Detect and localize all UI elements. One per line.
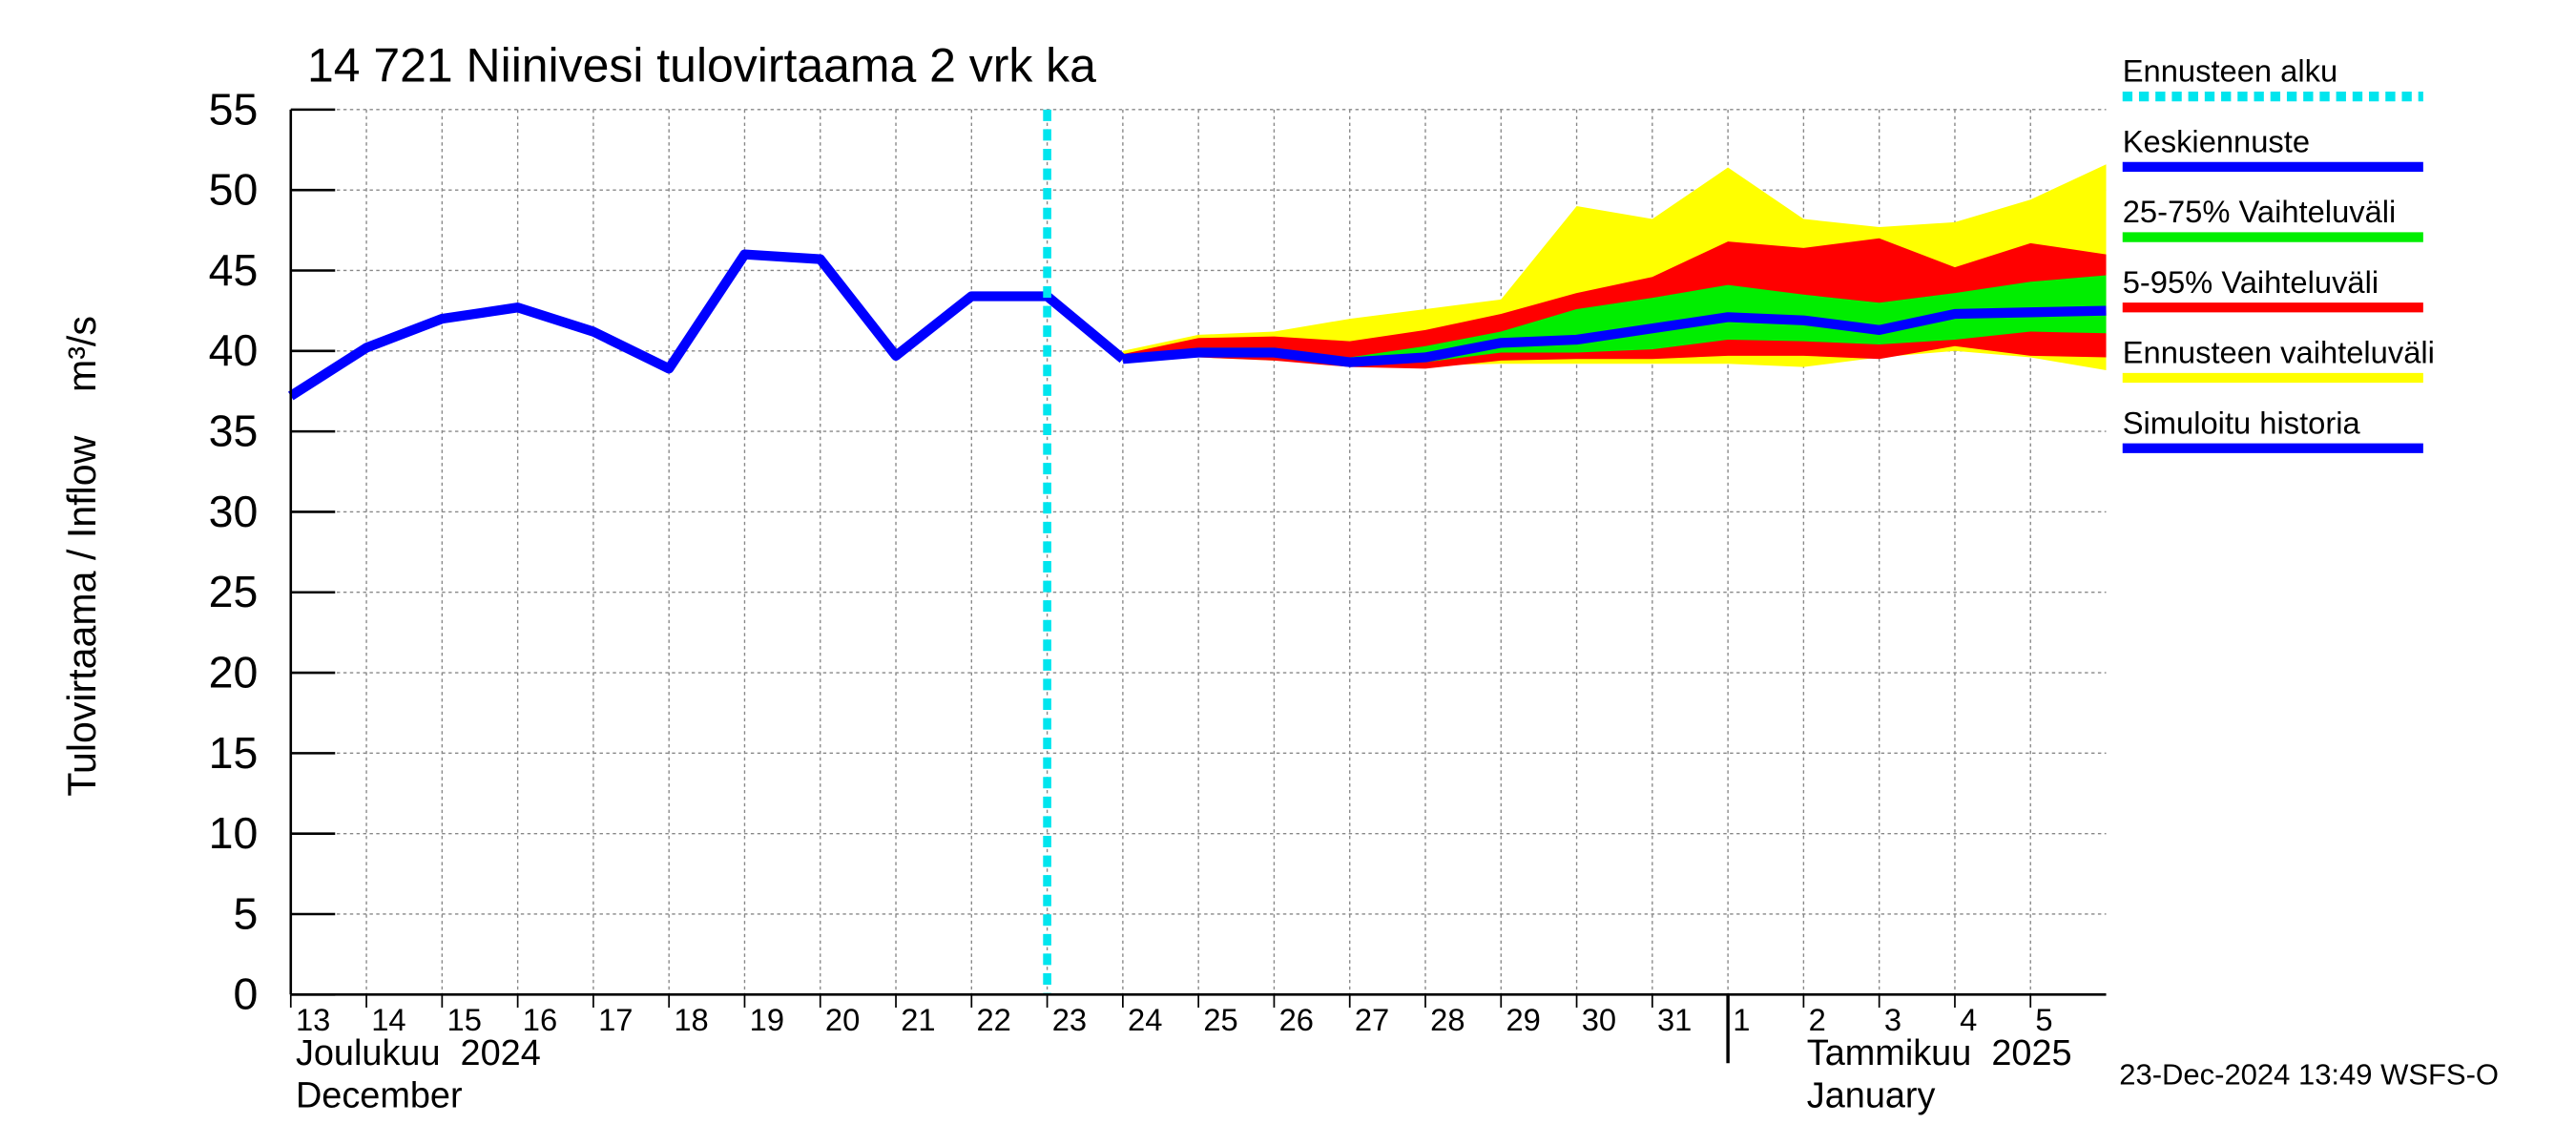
series-line xyxy=(287,249,1127,401)
y-tick-label: 15 xyxy=(209,728,259,778)
month-label: December xyxy=(296,1076,463,1116)
y-tick-label: 50 xyxy=(209,165,259,215)
legend-label: Simuloitu historia xyxy=(2123,405,2361,440)
x-tick-label: 29 xyxy=(1506,1002,1540,1037)
x-tick-label: 30 xyxy=(1582,1002,1616,1037)
y-tick-label: 5 xyxy=(233,888,258,938)
y-axis-label: Tulovirtaama / Inflow m³/s xyxy=(60,316,104,797)
x-tick-label: 3 xyxy=(1884,1002,1901,1037)
x-tick-label: 5 xyxy=(2035,1002,2052,1037)
legend-label: 25-75% Vaihteluväli xyxy=(2123,194,2397,229)
x-tick-label: 27 xyxy=(1355,1002,1389,1037)
y-tick-label: 10 xyxy=(209,808,259,858)
chart-title: 14 721 Niinivesi tulovirtaama 2 vrk ka xyxy=(307,39,1096,93)
x-tick-label: 31 xyxy=(1657,1002,1692,1037)
x-tick-label: 16 xyxy=(523,1002,557,1037)
x-tick-label: 24 xyxy=(1128,1002,1162,1037)
y-tick-label: 20 xyxy=(209,648,259,697)
month-label: January xyxy=(1807,1076,1936,1116)
x-tick-label: 17 xyxy=(598,1002,633,1037)
x-tick-label: 13 xyxy=(296,1002,330,1037)
x-tick-label: 20 xyxy=(825,1002,860,1037)
y-tick-label: 55 xyxy=(209,84,259,134)
x-tick-label: 22 xyxy=(976,1002,1010,1037)
x-tick-label: 15 xyxy=(447,1002,482,1037)
y-tick-label: 35 xyxy=(209,406,259,456)
month-label: Joulukuu 2024 xyxy=(296,1033,541,1073)
x-tick-label: 1 xyxy=(1733,1002,1750,1037)
x-tick-label: 2 xyxy=(1809,1002,1826,1037)
forecast-band xyxy=(1122,275,2107,364)
timestamp: 23-Dec-2024 13:49 WSFS-O xyxy=(2119,1058,2499,1092)
x-tick-label: 23 xyxy=(1052,1002,1087,1037)
legend-label: 5-95% Vaihteluväli xyxy=(2123,264,2379,300)
x-tick-label: 28 xyxy=(1430,1002,1465,1037)
x-tick-label: 21 xyxy=(901,1002,935,1037)
x-tick-label: 4 xyxy=(1960,1002,1977,1037)
x-tick-label: 19 xyxy=(750,1002,784,1037)
x-tick-label: 25 xyxy=(1203,1002,1237,1037)
y-tick-label: 30 xyxy=(209,487,259,536)
month-label: Tammikuu 2025 xyxy=(1807,1033,2072,1073)
legend-label: Ennusteen vaihteluväli xyxy=(2123,335,2435,370)
x-tick-label: 14 xyxy=(371,1002,405,1037)
y-tick-label: 25 xyxy=(209,567,259,616)
y-tick-label: 45 xyxy=(209,245,259,295)
legend-label: Keskiennuste xyxy=(2123,123,2310,158)
series-line xyxy=(1122,305,2107,367)
x-tick-label: 18 xyxy=(674,1002,708,1037)
y-tick-label: 40 xyxy=(209,325,259,375)
y-tick-label: 0 xyxy=(233,969,258,1019)
x-tick-label: 26 xyxy=(1279,1002,1314,1037)
legend-label: Ennusteen alku xyxy=(2123,53,2337,89)
